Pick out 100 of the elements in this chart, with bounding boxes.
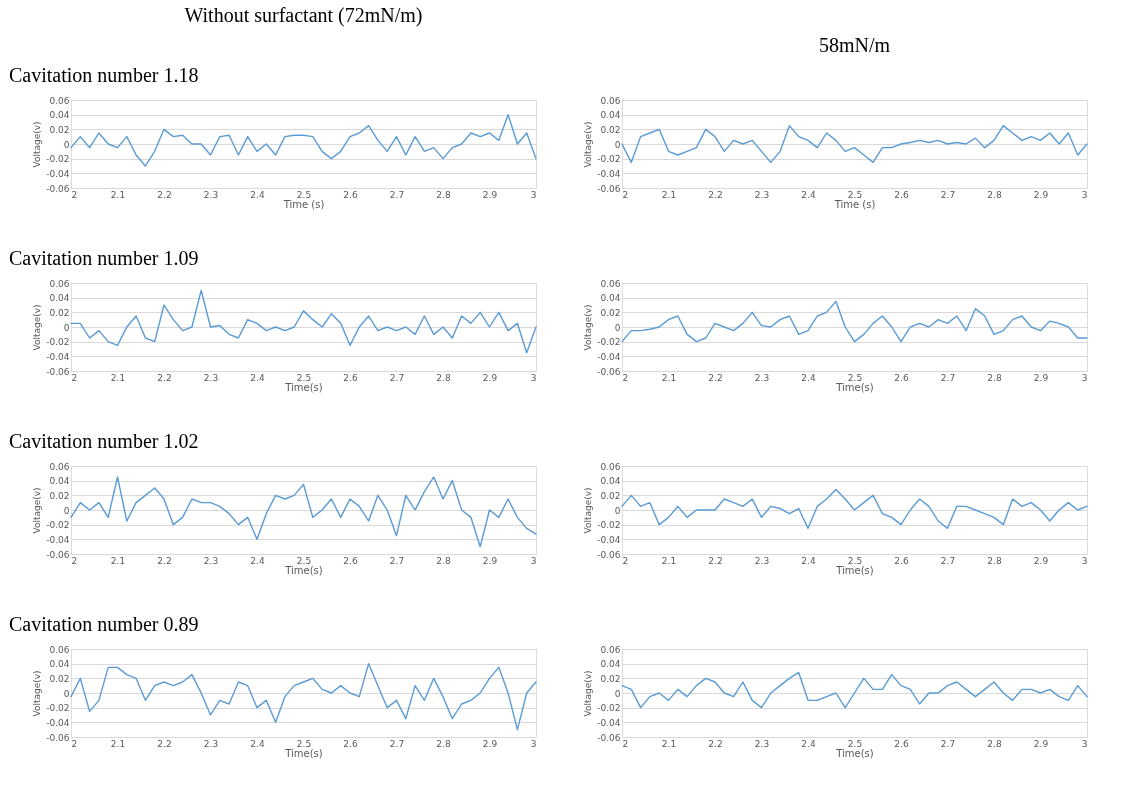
y-tick-label: 0.02 [49,673,70,684]
x-axis-title: Time(s) [835,564,874,576]
line-series [70,289,537,354]
x-tick-label: 2.5 [847,189,863,200]
x-tick-label: 2.7 [940,189,956,200]
y-tick-label: 0 [614,139,621,150]
line-series [621,300,1088,343]
chart-title: Cavitation number 1.09 [9,247,199,269]
y-tick-label: 0.04 [49,293,70,304]
y-tick-label: 0.04 [600,476,621,487]
y-tick-label: -0.02 [46,520,70,531]
y-tick-label: -0.02 [597,520,621,531]
y-tick-label: 0.06 [49,95,70,106]
x-tick-label: 2.7 [940,738,956,749]
x-tick-label: 2.4 [801,738,816,749]
x-tick-label: 3 [530,372,537,383]
line-series [621,124,1088,164]
y-tick-label: 0.02 [600,307,621,318]
y-tick-label: 0.06 [49,461,70,472]
x-tick-label: 2.7 [389,738,405,749]
x-tick-label: 2.2 [157,738,172,749]
y-axis-title: Voltage(v) [32,670,43,717]
line-series [621,488,1088,530]
x-tick-label: 2 [71,372,78,383]
x-tick-label: 2.8 [436,555,451,566]
x-tick-label: 2.9 [1033,189,1049,200]
x-tick-label: 2.7 [389,372,405,383]
x-tick-label: 2.7 [940,372,956,383]
x-tick-label: 2.9 [1033,372,1049,383]
y-tick-label: 0 [63,688,70,699]
y-tick-label: 0 [63,322,70,333]
y-tick-label: 0.04 [600,110,621,121]
x-tick-label: 2.3 [203,189,219,200]
line-series [621,671,1088,709]
x-tick-label: 2.4 [250,189,265,200]
x-tick-label: 3 [1081,738,1088,749]
x-tick-label: 2.6 [343,738,358,749]
x-tick-label: 2.4 [801,189,816,200]
x-tick-label: 2.3 [203,555,219,566]
line-series [70,476,537,548]
y-tick-label: 0.04 [600,293,621,304]
y-tick-label: 0.06 [600,461,621,472]
x-tick-label: 2.1 [110,189,126,200]
x-tick-label: 2.8 [436,738,451,749]
y-tick-label: -0.06 [46,732,70,743]
x-tick-label: 2.2 [157,372,172,383]
x-axis-title: Time(s) [284,381,323,393]
x-tick-label: 2.2 [708,372,723,383]
x-tick-label: 2.4 [250,372,265,383]
x-tick-label: 2.6 [343,189,358,200]
line-series [70,662,537,731]
x-tick-label: 2.5 [296,738,312,749]
y-tick-label: -0.02 [46,337,70,348]
y-tick-label: 0.06 [600,278,621,289]
x-tick-label: 2.7 [389,555,405,566]
y-tick-label: -0.02 [597,337,621,348]
x-tick-label: 2.6 [894,555,909,566]
y-tick-label: 0.04 [49,476,70,487]
x-tick-label: 2.3 [754,372,770,383]
x-tick-label: 2.3 [754,738,770,749]
x-tick-label: 2.3 [203,372,219,383]
x-tick-label: 2.1 [661,555,677,566]
y-tick-label: -0.06 [46,549,70,560]
y-tick-label: -0.02 [46,703,70,714]
x-tick-label: 2.3 [754,555,770,566]
chart-title: Cavitation number 0.89 [9,613,199,635]
x-tick-label: 2.8 [987,189,1002,200]
y-tick-label: -0.06 [597,549,621,560]
x-tick-label: 2.7 [389,189,405,200]
y-tick-label: 0.02 [600,490,621,501]
x-tick-label: 2.8 [987,555,1002,566]
x-tick-label: 2.4 [250,555,265,566]
x-tick-label: 3 [1081,189,1088,200]
y-tick-label: -0.06 [46,183,70,194]
y-axis-title: Voltage(v) [583,304,594,351]
x-tick-label: 3 [530,555,537,566]
y-tick-label: 0.04 [49,659,70,670]
x-tick-label: 2.5 [296,189,312,200]
line-series [70,113,537,167]
y-tick-label: -0.06 [597,183,621,194]
y-axis-title: Voltage(v) [32,304,43,351]
x-tick-label: 2.1 [110,738,126,749]
y-tick-label: -0.06 [597,366,621,377]
y-tick-label: 0.06 [49,278,70,289]
y-tick-label: 0.06 [600,95,621,106]
x-tick-label: 2.6 [894,372,909,383]
x-tick-label: 2.4 [801,555,816,566]
x-tick-label: 2.7 [940,555,956,566]
x-tick-label: 2 [71,555,78,566]
x-tick-label: 2 [622,372,629,383]
x-tick-label: 2.2 [708,555,723,566]
x-axis-title: Time(s) [835,381,874,393]
x-tick-label: 2 [622,555,629,566]
y-tick-label: -0.02 [597,703,621,714]
y-tick-label: 0.06 [600,644,621,655]
x-tick-label: 2.5 [296,372,312,383]
x-axis-title: Time(s) [835,747,874,759]
x-tick-label: 3 [1081,555,1088,566]
x-tick-label: 2.1 [661,738,677,749]
y-tick-label: -0.02 [46,154,70,165]
